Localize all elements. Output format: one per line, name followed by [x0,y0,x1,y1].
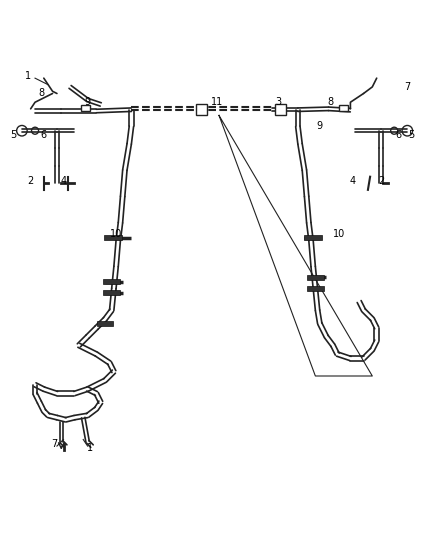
Text: 1: 1 [25,71,32,81]
Text: 6: 6 [41,130,47,140]
Text: 2: 2 [378,176,384,186]
Text: 4: 4 [350,176,356,186]
Text: 10: 10 [333,229,346,239]
Bar [307,275,324,280]
Text: 3: 3 [275,97,281,107]
Bar [307,286,324,291]
Text: 8: 8 [328,97,334,107]
Text: 11: 11 [211,97,223,107]
Bar [339,105,348,111]
Bar [97,321,113,326]
Text: 7: 7 [404,82,410,92]
Text: 8: 8 [39,88,45,99]
Text: 10: 10 [110,229,122,239]
Bar [103,290,120,295]
Text: 2: 2 [28,176,34,186]
Bar [103,279,120,285]
Bar [196,104,207,115]
Bar [275,104,286,115]
Text: 4: 4 [60,176,67,186]
Bar [81,105,90,111]
Bar [104,235,122,240]
Text: 9: 9 [317,122,323,131]
Bar [304,235,322,240]
Text: 5: 5 [409,130,415,140]
Text: 7: 7 [52,439,58,449]
Text: 6: 6 [396,130,402,140]
Text: 5: 5 [10,130,16,140]
Text: 1: 1 [87,443,93,453]
Text: 9: 9 [85,97,91,107]
